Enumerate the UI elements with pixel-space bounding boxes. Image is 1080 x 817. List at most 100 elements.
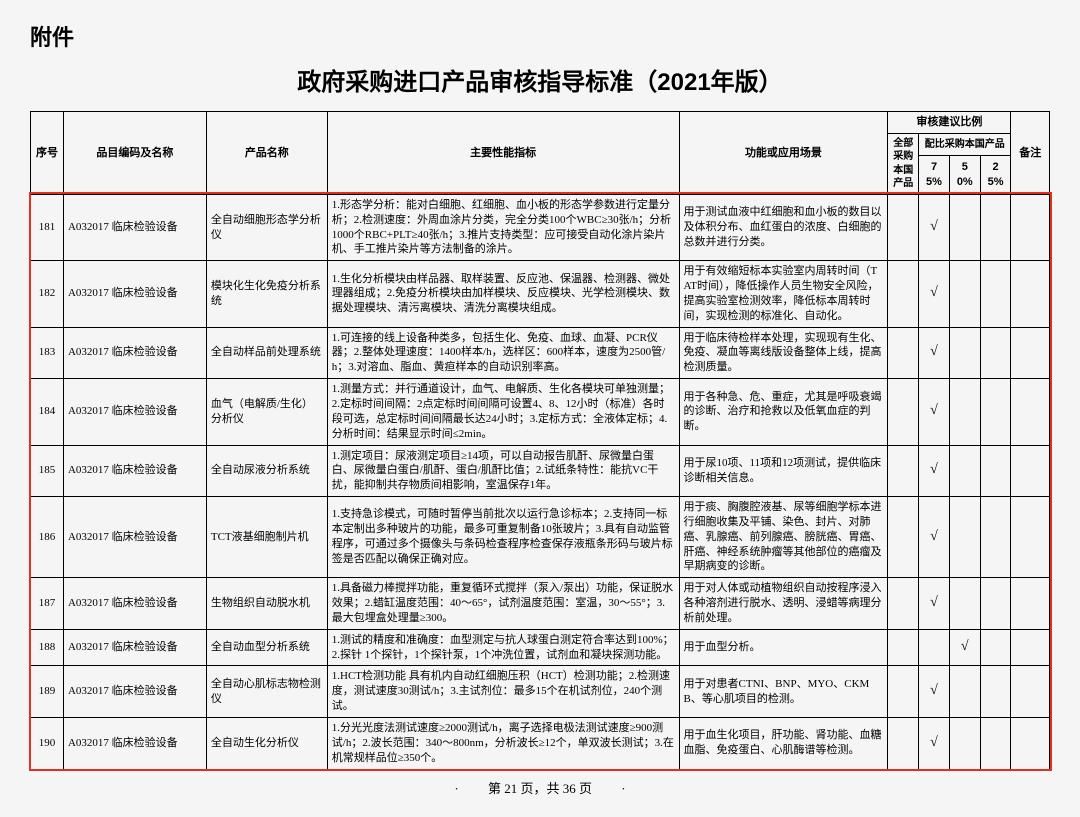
cell-seq: 187 (31, 578, 64, 630)
cell-seq: 184 (31, 379, 64, 445)
th-p50: 50% (949, 155, 980, 194)
cell-full (888, 718, 919, 770)
footer-dot: · (454, 781, 484, 796)
table-row: 189A032017 临床检验设备全自动心肌标志物检测仪1.HCT检测功能 具有… (31, 666, 1050, 718)
cell-full (888, 327, 919, 379)
cell-seq: 186 (31, 497, 64, 578)
table-row: 181A032017 临床检验设备全自动细胞形态学分析仪1.形态学分析：能对白细… (31, 194, 1050, 260)
cell-full (888, 666, 919, 718)
cell-p50: √ (949, 629, 980, 666)
cell-p50 (949, 445, 980, 497)
cell-p50 (949, 327, 980, 379)
cell-code: A032017 临床检验设备 (63, 379, 206, 445)
th-performance: 主要性能指标 (327, 112, 679, 195)
table-container: 序号 品目编码及名称 产品名称 主要性能指标 功能或应用场景 审核建议比例 备注… (30, 111, 1050, 770)
cell-full (888, 261, 919, 327)
cell-code: A032017 临床检验设备 (63, 327, 206, 379)
cell-function: 用于血型分析。 (679, 629, 888, 666)
cell-note (1011, 629, 1050, 666)
cell-performance: 1.测量方式：并行通道设计，血气、电解质、生化各模块可单独测量；2.定标时间间隔… (327, 379, 679, 445)
cell-p75: √ (919, 194, 950, 260)
cell-seq: 188 (31, 629, 64, 666)
th-ratio-group: 审核建议比例 (888, 112, 1011, 134)
cell-p75: √ (919, 718, 950, 770)
cell-code: A032017 临床检验设备 (63, 666, 206, 718)
table-row: 183A032017 临床检验设备全自动样品前处理系统1.可连接的线上设备种类多… (31, 327, 1050, 379)
cell-p25 (980, 718, 1011, 770)
cell-note (1011, 578, 1050, 630)
cell-p75: √ (919, 379, 950, 445)
cell-p25 (980, 379, 1011, 445)
cell-function: 用于尿10项、11项和12项测试，提供临床诊断相关信息。 (679, 445, 888, 497)
cell-note (1011, 194, 1050, 260)
table-row: 184A032017 临床检验设备血气（电解质/生化）分析仪1.测量方式：并行通… (31, 379, 1050, 445)
cell-p25 (980, 194, 1011, 260)
cell-note (1011, 261, 1050, 327)
cell-code: A032017 临床检验设备 (63, 497, 206, 578)
cell-product: 全自动生化分析仪 (206, 718, 327, 770)
cell-note (1011, 379, 1050, 445)
cell-p25 (980, 629, 1011, 666)
cell-code: A032017 临床检验设备 (63, 194, 206, 260)
cell-p75: √ (919, 445, 950, 497)
th-code: 品目编码及名称 (63, 112, 206, 195)
page-footer: · 第 21 页，共 36 页 · (30, 778, 1050, 797)
cell-function: 用于有效缩短标本实验室内周转时间（TAT时间），降低操作人员生物安全风险，提高实… (679, 261, 888, 327)
cell-product: 模块化生化免疫分析系统 (206, 261, 327, 327)
table-row: 188A032017 临床检验设备全自动血型分析系统1.测试的精度和准确度：血型… (31, 629, 1050, 666)
cell-p25 (980, 578, 1011, 630)
th-ratio-domestic: 配比采购本国产品 (919, 133, 1011, 155)
th-note: 备注 (1011, 112, 1050, 195)
cell-code: A032017 临床检验设备 (63, 629, 206, 666)
cell-full (888, 445, 919, 497)
cell-p75: √ (919, 578, 950, 630)
table-header: 序号 品目编码及名称 产品名称 主要性能指标 功能或应用场景 审核建议比例 备注… (31, 112, 1050, 195)
cell-p50 (949, 666, 980, 718)
cell-p50 (949, 578, 980, 630)
th-function: 功能或应用场景 (679, 112, 888, 195)
cell-p25 (980, 666, 1011, 718)
cell-code: A032017 临床检验设备 (63, 445, 206, 497)
cell-seq: 185 (31, 445, 64, 497)
cell-seq: 181 (31, 194, 64, 260)
cell-seq: 183 (31, 327, 64, 379)
table-row: 190A032017 临床检验设备全自动生化分析仪1.分光光度法测试速度≥200… (31, 718, 1050, 770)
cell-function: 用于各种急、危、重症，尤其是呼吸衰竭的诊断、治疗和抢救以及低氧血症的判断。 (679, 379, 888, 445)
cell-p75: √ (919, 261, 950, 327)
cell-p50 (949, 261, 980, 327)
footer-dot: · (595, 781, 625, 796)
cell-note (1011, 666, 1050, 718)
cell-p25 (980, 327, 1011, 379)
footer-text: 第 21 页，共 36 页 (488, 781, 592, 796)
cell-p25 (980, 261, 1011, 327)
cell-product: TCT液基细胞制片机 (206, 497, 327, 578)
cell-code: A032017 临床检验设备 (63, 261, 206, 327)
cell-p25 (980, 497, 1011, 578)
attachment-label: 附件 (30, 20, 1050, 52)
cell-full (888, 379, 919, 445)
cell-product: 全自动心肌标志物检测仪 (206, 666, 327, 718)
table-row: 187A032017 临床检验设备生物组织自动脱水机1.具备磁力棒搅拌功能，重复… (31, 578, 1050, 630)
cell-p75: √ (919, 666, 950, 718)
cell-seq: 182 (31, 261, 64, 327)
cell-function: 用于血生化项目，肝功能、肾功能、血糖血脂、免疫蛋白、心肌酶谱等检测。 (679, 718, 888, 770)
standards-table: 序号 品目编码及名称 产品名称 主要性能指标 功能或应用场景 审核建议比例 备注… (30, 111, 1050, 770)
cell-p50 (949, 718, 980, 770)
cell-product: 全自动尿液分析系统 (206, 445, 327, 497)
cell-seq: 189 (31, 666, 64, 718)
cell-p75 (919, 629, 950, 666)
document-title: 政府采购进口产品审核指导标准（2021年版） (30, 62, 1050, 97)
cell-performance: 1.测试的精度和准确度：血型测定与抗人球蛋白测定符合率达到100%；2.探针 1… (327, 629, 679, 666)
cell-product: 生物组织自动脱水机 (206, 578, 327, 630)
cell-p75: √ (919, 497, 950, 578)
table-row: 185A032017 临床检验设备全自动尿液分析系统1.测定项目：尿液测定项目≥… (31, 445, 1050, 497)
cell-code: A032017 临床检验设备 (63, 578, 206, 630)
cell-product: 全自动样品前处理系统 (206, 327, 327, 379)
cell-note (1011, 327, 1050, 379)
cell-function: 用于痰、胸腹腔液基、尿等细胞学标本进行细胞收集及平铺、染色、封片、对肺癌、乳腺癌… (679, 497, 888, 578)
cell-full (888, 194, 919, 260)
cell-function: 用于临床待检样本处理，实现现有生化、免疫、凝血等离线版设备整体上线，提高检测质量… (679, 327, 888, 379)
th-p75: 75% (919, 155, 950, 194)
cell-full (888, 497, 919, 578)
cell-performance: 1.HCT检测功能 具有机内自动红细胞压积（HCT）检测功能；2.检测速度，测试… (327, 666, 679, 718)
